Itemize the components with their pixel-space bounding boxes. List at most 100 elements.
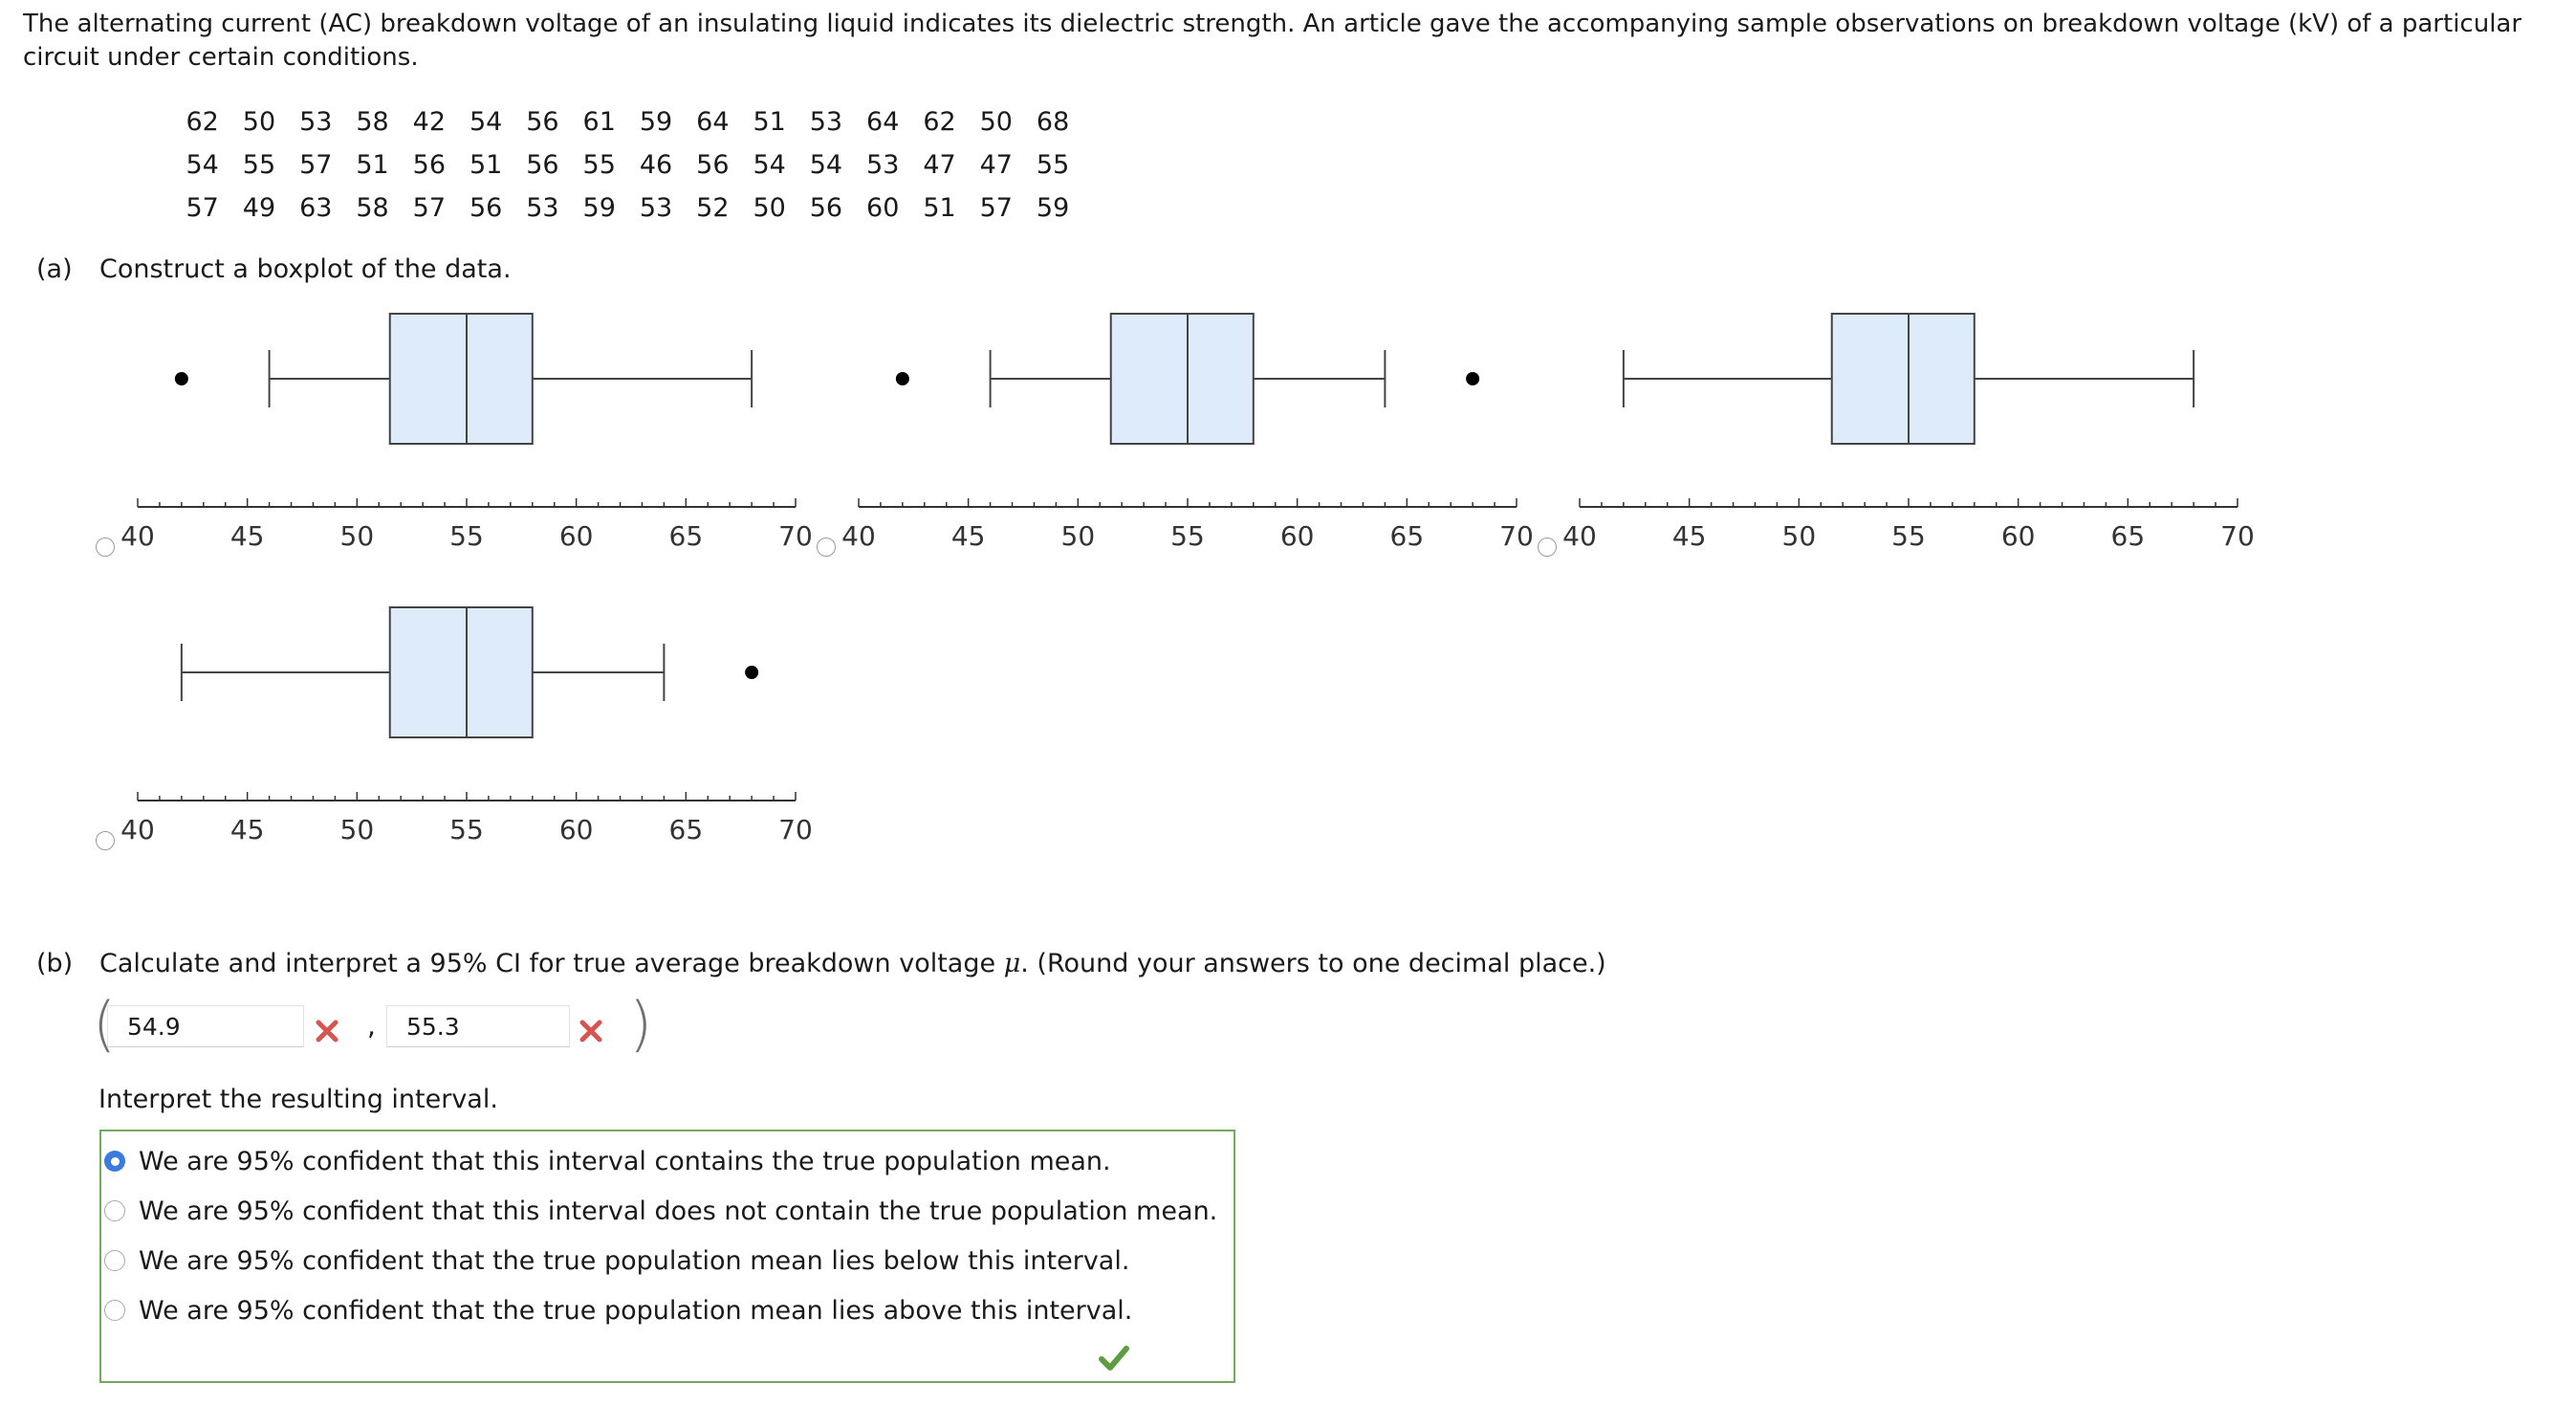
iqr-box (1830, 313, 1976, 445)
radio-unselected[interactable] (104, 1200, 125, 1221)
tick-label: 50 (1782, 520, 1817, 552)
data-cell: 51 (356, 150, 389, 180)
tick-label: 55 (449, 520, 484, 552)
tick-label: 50 (340, 814, 375, 845)
data-cell: 54 (469, 107, 503, 137)
tick-label: 65 (669, 520, 704, 552)
interpret-choice-label: We are 95% confident that the true popul… (139, 1245, 1130, 1276)
close-paren: ) (629, 989, 653, 1059)
data-cell: 56 (412, 150, 447, 180)
tick-label: 40 (120, 520, 155, 552)
boxplot-option-1[interactable]: 40 45 50 55 60 65 70 (96, 287, 813, 574)
interpret-choice[interactable]: We are 95% confident that this interval … (99, 1192, 1217, 1230)
tick-label: 40 (841, 520, 876, 552)
data-cell: 54 (809, 150, 843, 180)
radio-unselected[interactable] (104, 1300, 125, 1321)
tick-label: 70 (2220, 520, 2255, 552)
data-cell: 47 (979, 150, 1013, 180)
ci-lower-input[interactable] (107, 1005, 304, 1047)
boxplot-option-radio[interactable] (96, 831, 115, 850)
interpret-choice[interactable]: We are 95% confident that this interval … (99, 1142, 1111, 1180)
data-row: 62 50 53 58 42 54 56 61 59 64 51 53 64 62 50 68 (174, 100, 1081, 143)
interpret-choice-label: We are 95% confident that this interval … (139, 1146, 1111, 1176)
part-b-tag: (b) (36, 949, 74, 978)
boxplot-option-radio[interactable] (96, 538, 115, 557)
data-cell: 56 (809, 193, 843, 223)
data-cell: 64 (866, 107, 900, 137)
data-row: 57 49 63 58 57 56 53 59 53 52 50 56 60 51 57 59 (174, 187, 1081, 230)
data-row: 54 55 57 51 56 51 56 55 46 56 54 54 53 47 47 55 (174, 143, 1081, 187)
data-cell: 59 (1036, 193, 1070, 223)
part-b-text: Calculate and interpret a 95% CI for tru… (99, 949, 1004, 978)
outlier-point (895, 372, 909, 385)
data-cell: 56 (526, 150, 559, 180)
tick-label: 45 (951, 520, 986, 552)
ci-upper-input[interactable] (386, 1005, 570, 1047)
data-cell: 56 (696, 150, 730, 180)
boxplot-option-3[interactable]: 40 45 50 55 60 65 70 (1538, 287, 2255, 574)
boxplot-option-radio[interactable] (1538, 538, 1557, 557)
part-b-label: (b) Calculate and interpret a 95% CI for … (36, 947, 1606, 981)
correct-check-icon (1099, 1346, 1129, 1371)
data-cell: 55 (1036, 150, 1070, 180)
data-cell: 58 (356, 193, 389, 223)
mu-symbol: μ (1003, 949, 1021, 978)
iqr-box (388, 313, 534, 445)
interpret-choice[interactable]: We are 95% confident that the true popul… (99, 1241, 1129, 1280)
data-cell: 64 (696, 107, 730, 137)
part-a-label: (a) Construct a boxplot of the data. (36, 252, 512, 287)
tick-label: 55 (449, 814, 484, 845)
data-cell: 52 (696, 193, 730, 223)
interpret-choice[interactable]: We are 95% confident that the true popul… (99, 1291, 1132, 1329)
boxplot-chart: 40 45 50 55 60 65 70 (120, 313, 813, 552)
tick-label: 45 (230, 814, 265, 845)
data-cell: 54 (753, 150, 786, 180)
data-cell: 50 (242, 107, 276, 137)
interpret-choice-label: We are 95% confident that this interval … (139, 1196, 1218, 1226)
data-cell: 50 (753, 193, 786, 223)
data-cell: 62 (186, 107, 219, 137)
boxplot-option-2[interactable]: 40 45 50 55 60 65 70 (817, 287, 1534, 574)
tick-label: 70 (778, 520, 813, 552)
tick-label: 65 (669, 814, 704, 845)
data-cell: 53 (866, 150, 900, 180)
boxplot-option-radio[interactable] (817, 538, 836, 557)
tick-label: 45 (230, 520, 265, 552)
data-cell: 51 (753, 107, 786, 137)
data-table: 62 50 53 58 42 54 56 61 59 64 51 53 64 62 50 68 54 55 57 51… (174, 100, 1081, 230)
data-cell: 58 (356, 107, 389, 137)
data-cell: 50 (979, 107, 1013, 137)
interpret-choice-label: We are 95% confident that the true popul… (139, 1295, 1133, 1326)
iqr-box (388, 606, 534, 738)
part-a-tag: (a) (36, 254, 73, 284)
outlier-point (1466, 372, 1480, 385)
data-cell: 55 (242, 150, 276, 180)
boxplot-option-4[interactable]: 40 45 50 55 60 65 70 (96, 581, 813, 867)
data-cell: 53 (639, 193, 673, 223)
data-cell: 63 (299, 193, 333, 223)
tick-label: 40 (1562, 520, 1597, 552)
data-cell: 51 (923, 193, 956, 223)
tick-label: 50 (340, 520, 375, 552)
radio-selected[interactable] (104, 1151, 125, 1172)
tick-label: 55 (1170, 520, 1205, 552)
data-cell: 59 (582, 193, 616, 223)
lower-incorrect-icon (316, 1020, 338, 1043)
data-cell: 53 (809, 107, 843, 137)
data-cell: 53 (526, 193, 559, 223)
data-cell: 60 (866, 193, 900, 223)
interpret-choices-box (99, 1130, 1235, 1383)
data-cell: 54 (186, 150, 219, 180)
ci-comma: , (367, 1010, 376, 1042)
data-cell: 49 (242, 193, 276, 223)
tick-label: 60 (559, 814, 594, 845)
data-cell: 55 (582, 150, 616, 180)
tick-label: 60 (559, 520, 594, 552)
tick-label: 70 (1499, 520, 1534, 552)
data-cell: 53 (299, 107, 333, 137)
data-cell: 62 (923, 107, 956, 137)
radio-unselected[interactable] (104, 1250, 125, 1271)
upper-incorrect-icon (579, 1020, 602, 1043)
data-cell: 47 (923, 150, 956, 180)
data-cell: 68 (1036, 107, 1070, 137)
